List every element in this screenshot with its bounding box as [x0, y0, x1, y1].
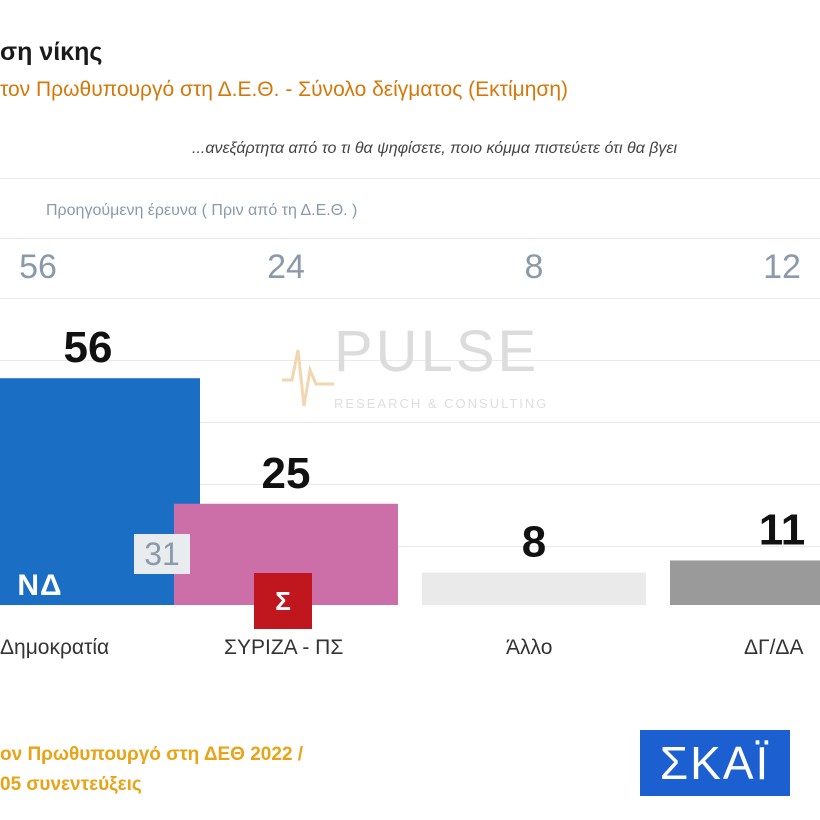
footer-source: ον Πρωθυπουργό στη ΔΕΘ 2022 / [0, 744, 304, 765]
previous-survey-label: Προηγούμενη έρευνα ( Πριν από τη Δ.Ε.Θ. … [46, 202, 358, 219]
bar-value-label: 56 [64, 323, 113, 372]
footer-sample: 05 συνεντεύξεις [0, 774, 142, 795]
bar [422, 572, 646, 605]
survey-question: ...ανεξάρτητα από το τι θα ψηφίσετε, ποι… [192, 140, 677, 157]
watermark-brand: PULSE [334, 319, 540, 384]
previous-value: 12 [763, 248, 801, 286]
previous-value: 56 [19, 248, 57, 286]
chart-title: ση νίκης [0, 38, 103, 66]
pulse-wave-icon [282, 340, 334, 415]
gridline [0, 178, 820, 179]
gridline [0, 484, 820, 485]
chart-subtitle: τον Πρωθυπουργό στη Δ.Ε.Θ. - Σύνολο δείγ… [0, 78, 569, 101]
category-label: ΣΥΡΙΖΑ - ΠΣ [224, 636, 344, 659]
nd-logo-icon: ΝΔ [0, 570, 80, 602]
bar-value-label: 8 [522, 518, 546, 567]
gridline [0, 298, 820, 299]
gridline [0, 546, 820, 547]
inset-value-box: 31 [134, 534, 190, 574]
gridline [0, 238, 820, 239]
bar-value-label: 11 [759, 505, 806, 554]
category-label: Άλλο [506, 636, 553, 659]
previous-value: 24 [267, 248, 305, 286]
category-label: Δημοκρατία [0, 636, 110, 659]
bar-value-label: 25 [262, 449, 311, 498]
previous-value: 8 [524, 248, 544, 286]
category-label: ΔΓ/ΔΑ [744, 636, 804, 659]
gridline [0, 422, 820, 423]
bar [670, 560, 820, 605]
syriza-logo-icon: Σ [254, 573, 312, 629]
watermark-tagline: RESEARCH & CONSULTING [334, 396, 549, 411]
skai-logo-icon: ΣΚΑΪ [640, 730, 790, 796]
gridline [0, 360, 820, 361]
